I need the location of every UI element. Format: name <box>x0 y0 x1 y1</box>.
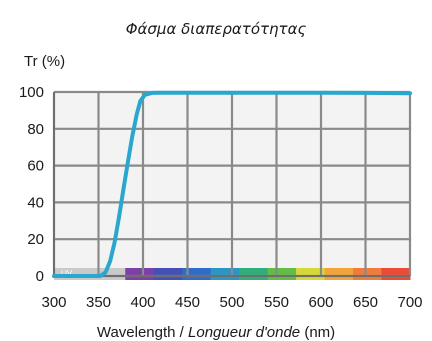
x-axis-label-unit: (nm) <box>300 324 336 341</box>
y-tick-label: 0 <box>36 268 44 285</box>
spectrum-band <box>353 268 383 280</box>
spectrum-band <box>381 268 411 280</box>
chart-title: Φάσμα διαπερατότητας <box>125 20 307 38</box>
y-axis-label: Tr (%) <box>24 53 66 70</box>
x-axis-label-fr: Longueur d'onde <box>188 324 301 341</box>
y-tick-label: 60 <box>27 158 44 175</box>
spectrum-band <box>153 268 183 280</box>
x-axis-label-en: Wavelength / <box>96 324 189 341</box>
y-tick-label: 100 <box>19 84 44 101</box>
x-tick-label: 650 <box>353 294 378 311</box>
x-tick-label: 300 <box>41 294 66 311</box>
x-tick-label: 450 <box>175 294 200 311</box>
uv-label: UV <box>61 269 73 278</box>
spectrum-band <box>324 268 354 280</box>
x-tick-label: 700 <box>397 294 422 311</box>
x-tick-label: 400 <box>130 294 155 311</box>
spectrum-band <box>210 268 240 280</box>
x-tick-label: 550 <box>264 294 289 311</box>
y-tick-label: 80 <box>27 121 44 138</box>
transmittance-line <box>52 90 412 278</box>
x-tick-label: 600 <box>308 294 333 311</box>
y-tick-label: 20 <box>27 231 44 248</box>
x-tick-label: 350 <box>86 294 111 311</box>
spectrum-band <box>125 268 155 280</box>
spectrum-band <box>239 268 269 280</box>
x-axis-label: Wavelength / Longueur d'onde (nm) <box>0 324 432 341</box>
spectrum-band <box>267 268 297 280</box>
y-tick-label: 40 <box>27 194 44 211</box>
x-tick-label: 500 <box>219 294 244 311</box>
